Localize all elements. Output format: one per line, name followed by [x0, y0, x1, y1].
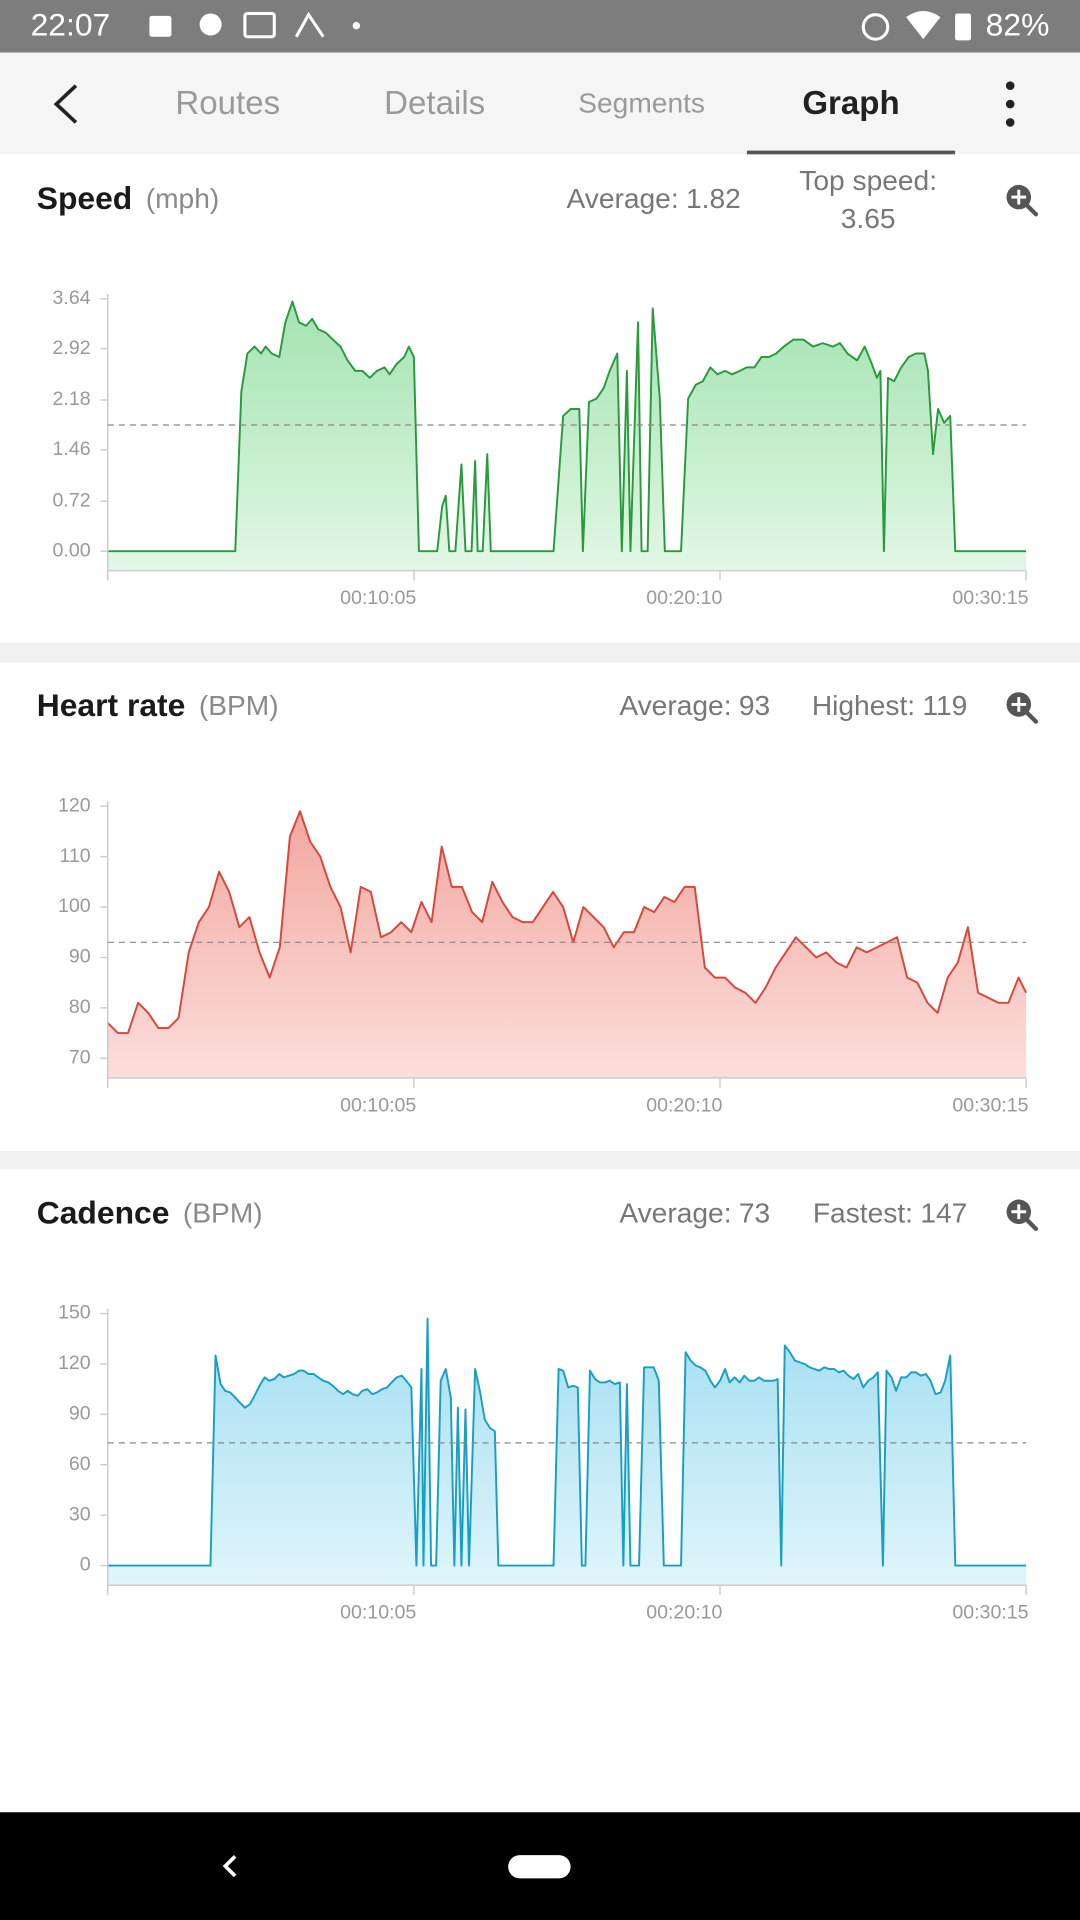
average-label: Average:	[619, 1198, 731, 1229]
series-line	[107, 810, 1027, 1035]
status-time: 22:07	[31, 6, 111, 42]
x-tick-label: 00:10:05	[340, 1094, 416, 1116]
y-tick-label: 3.64	[53, 287, 91, 309]
y-tick-label: 0.72	[53, 489, 91, 511]
y-tick-label: 100	[58, 895, 91, 917]
series-line	[107, 300, 1027, 553]
status-battery: 82%	[986, 6, 1050, 42]
separator	[0, 642, 1080, 663]
x-tick-label: 00:30:15	[952, 1094, 1028, 1116]
y-tick-label: 150	[58, 1302, 91, 1324]
x-tick-label: 00:10:05	[340, 587, 416, 609]
area-fill	[107, 811, 1027, 1078]
nav-back[interactable]	[222, 1855, 237, 1878]
y-tick-label: 120	[58, 1352, 91, 1374]
zoom-button[interactable]	[1006, 184, 1039, 217]
chart-header: Speed (mph)	[37, 180, 220, 216]
tab[interactable]: Details	[384, 85, 485, 122]
status-bar	[0, 0, 1080, 53]
peak-value: 119	[922, 691, 967, 722]
y-tick-label: 0	[80, 1554, 91, 1576]
chart-unit: (BPM)	[183, 1198, 263, 1229]
peak-stat: Highest: 119	[812, 691, 968, 722]
peak-label: Highest:	[812, 691, 915, 722]
chart-panel: Cadence (BPM) Average: 73 Fastest: 147 0 30 60 90…	[37, 1195, 1039, 1624]
chart-unit: (mph)	[146, 183, 220, 214]
chart-unit: (BPM)	[199, 691, 279, 722]
tab-active[interactable]: Graph	[802, 85, 899, 122]
nav-home[interactable]	[508, 1855, 571, 1879]
average-label: Average:	[566, 183, 678, 214]
chart-header: Heart rate (BPM)	[37, 688, 279, 724]
zoom-icon	[1025, 1218, 1039, 1232]
x-tick-label: 00:30:15	[952, 587, 1028, 609]
y-tick-label: 90	[69, 1403, 91, 1425]
chart-panel: Speed (mph) Average: 1.82 Top speed: 3.65 0.00…	[37, 165, 1039, 609]
charts: Speed (mph) Average: 1.82 Top speed: 3.65 0.00…	[37, 165, 1039, 1624]
chart-title: Cadence	[37, 1195, 170, 1231]
y-tick-label: 110	[59, 845, 90, 867]
zoom-icon	[1011, 189, 1027, 205]
peak-stat: Fastest: 147	[813, 1198, 967, 1229]
zoom-button[interactable]	[1006, 692, 1039, 724]
zoom-button[interactable]	[1006, 1199, 1039, 1232]
zoom-icon	[1025, 710, 1039, 724]
chart-panel: Heart rate (BPM) Average: 93 Highest: 119 70 80…	[37, 688, 1039, 1116]
x-tick-label: 00:20:10	[646, 1094, 722, 1116]
back-button[interactable]	[53, 84, 78, 124]
tab-bar	[0, 52, 1080, 155]
y-tick-label: 60	[69, 1453, 91, 1475]
tab[interactable]: Segments	[578, 88, 705, 119]
y-tick-label: 30	[69, 1503, 91, 1525]
zoom-icon	[1025, 203, 1039, 217]
chart-title: Heart rate	[37, 688, 186, 724]
y-tick-label: 90	[69, 946, 91, 968]
peak-label: Fastest:	[813, 1198, 913, 1229]
peak-value: 3.65	[841, 203, 896, 234]
y-tick-label: 0.00	[53, 539, 91, 561]
average-stat: Average: 93	[619, 691, 770, 722]
zoom-icon	[1011, 697, 1027, 712]
status-icons	[149, 11, 972, 41]
average-value: 73	[739, 1198, 770, 1229]
x-tick-label: 00:10:05	[340, 1602, 416, 1624]
tab[interactable]: Routes	[175, 85, 280, 122]
average-label: Average:	[619, 691, 731, 722]
peak-label: Top speed:	[799, 165, 937, 196]
series-line	[107, 1317, 1027, 1567]
x-tick-label: 00:30:15	[952, 1602, 1028, 1624]
y-tick-label: 1.46	[53, 438, 91, 460]
peak-value: 147	[920, 1198, 967, 1229]
chart-title: Speed	[37, 180, 133, 216]
zoom-icon	[1011, 1204, 1027, 1220]
y-tick-label: 70	[69, 1046, 91, 1068]
y-tick-label: 2.18	[53, 388, 91, 410]
area-fill	[107, 1318, 1027, 1586]
average-value: 93	[739, 691, 770, 722]
area-fill	[107, 301, 1027, 571]
average-stat: Average: 73	[619, 1198, 770, 1229]
x-tick-label: 00:20:10	[646, 587, 722, 609]
y-tick-label: 120	[58, 794, 91, 816]
y-tick-label: 2.92	[53, 337, 91, 359]
separator	[0, 1151, 1080, 1170]
y-tick-label: 80	[69, 996, 91, 1018]
average-value: 1.82	[686, 183, 741, 214]
menu-button[interactable]	[1005, 81, 1015, 127]
tab-indicator	[746, 150, 956, 155]
x-tick-label: 00:20:10	[646, 1602, 722, 1624]
chart-header: Cadence (BPM)	[37, 1195, 263, 1231]
average-stat: Average: 1.82	[566, 183, 740, 214]
